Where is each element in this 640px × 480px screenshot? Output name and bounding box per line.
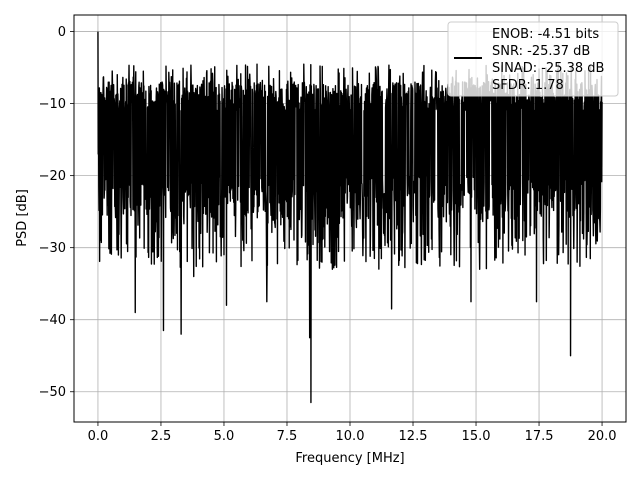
x-tick-label: 7.5 (277, 429, 298, 444)
y-tick-label: −40 (39, 313, 66, 328)
x-tick-label: 17.5 (525, 429, 554, 444)
x-axis: 0.0 2.5 5.0 7.5 10.0 12.5 15.0 17.5 20.0 (88, 422, 617, 444)
y-axis-label: PSD [dB] (15, 189, 30, 247)
legend: ENOB: -4.51 bits SNR: -25.37 dB SINAD: -… (447, 21, 619, 97)
y-tick-label: −20 (39, 169, 66, 184)
legend-entry-sinad: SINAD: -25.38 dB (492, 61, 604, 76)
x-tick-label: 20.0 (588, 429, 617, 444)
y-tick-label: −10 (39, 97, 66, 112)
x-axis-label: Frequency [MHz] (295, 451, 404, 466)
legend-entry-enob: ENOB: -4.51 bits (492, 27, 599, 42)
legend-box (447, 21, 619, 97)
series-layer (97, 31, 603, 404)
y-tick-label: 0 (58, 25, 66, 40)
x-tick-label: 10.0 (336, 429, 365, 444)
x-tick-label: 2.5 (151, 429, 172, 444)
y-axis: 0 −10 −20 −30 −40 −50 (39, 25, 74, 400)
x-tick-label: 5.0 (214, 429, 235, 444)
legend-entry-sfdr: SFDR: 1.78 (492, 78, 564, 93)
y-tick-label: −30 (39, 241, 66, 256)
legend-entry-snr: SNR: -25.37 dB (492, 44, 590, 59)
x-tick-label: 0.0 (88, 429, 109, 444)
x-tick-label: 15.0 (462, 429, 491, 444)
y-tick-label: −50 (39, 385, 66, 400)
psd-series-line (97, 31, 603, 404)
x-tick-label: 12.5 (399, 429, 428, 444)
